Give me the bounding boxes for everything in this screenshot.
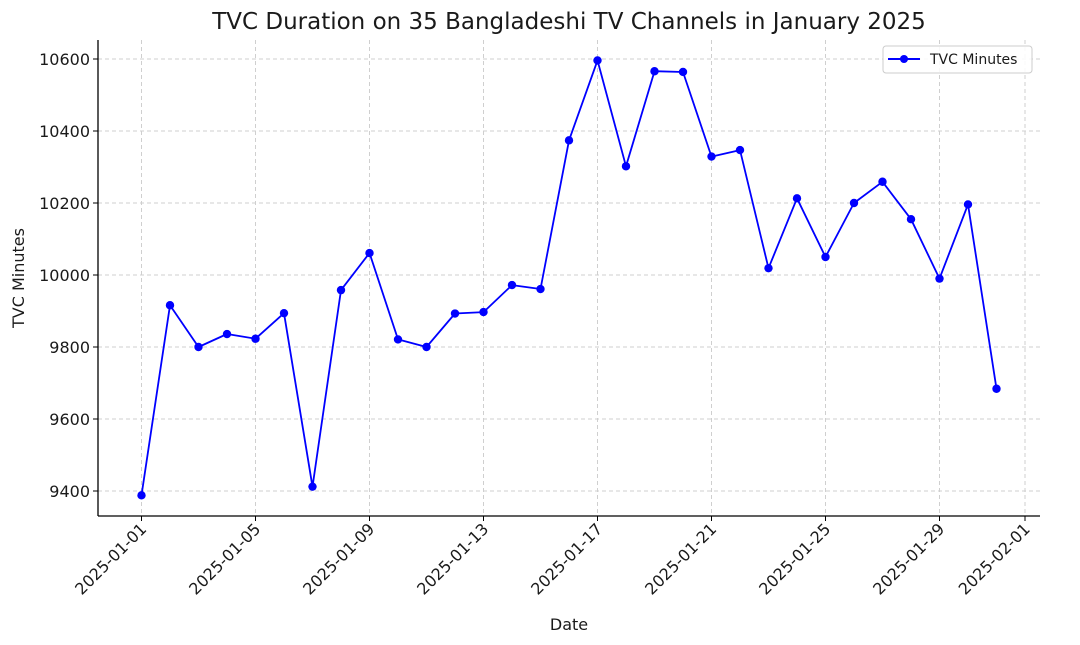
grid-lines <box>98 40 1040 516</box>
data-point-marker <box>507 280 517 290</box>
data-point-marker <box>849 198 859 208</box>
x-axis-label: Date <box>550 615 588 634</box>
y-tick-label: 9600 <box>49 410 90 429</box>
data-point-marker <box>821 252 830 262</box>
data-point-marker <box>194 342 203 352</box>
data-point-marker <box>963 200 973 209</box>
data-point-marker <box>678 67 688 77</box>
y-tick-label: 9800 <box>49 338 90 357</box>
data-point-marker <box>137 491 146 500</box>
data-point-marker <box>536 284 545 294</box>
data-point-marker <box>593 56 602 65</box>
x-tick-label: 2025-01-25 <box>755 519 834 598</box>
data-point-marker <box>279 308 289 318</box>
data-point-marker <box>764 263 773 273</box>
data-point-marker <box>564 136 574 145</box>
data-point-marker <box>621 162 631 171</box>
data-point-marker <box>222 329 232 339</box>
chart-title: TVC Duration on 35 Bangladeshi TV Channe… <box>211 9 926 35</box>
legend-box <box>882 45 1033 74</box>
x-tick-label: 2025-01-05 <box>185 519 264 598</box>
y-axis-label: TVC Minutes <box>9 228 28 329</box>
x-tick-label: 2025-01-09 <box>299 519 378 598</box>
data-point-marker <box>422 342 431 352</box>
data-point-marker <box>165 301 175 310</box>
data-point-marker <box>878 177 887 186</box>
data-point-marker <box>365 248 374 258</box>
data-point-marker <box>393 335 403 344</box>
y-tick-label: 10000 <box>39 266 90 285</box>
data-point-marker <box>251 334 260 343</box>
y-tick-label: 10200 <box>39 194 90 213</box>
y-tick-label: 9400 <box>49 482 90 501</box>
data-point-marker <box>935 274 944 283</box>
legend-marker-icon <box>900 55 908 63</box>
x-tick-label: 2025-01-13 <box>413 519 492 598</box>
legend: TVC Minutes <box>882 45 1033 74</box>
data-point-marker <box>650 67 659 76</box>
data-point-marker <box>735 145 745 155</box>
data-series <box>137 56 1001 500</box>
y-tick-label: 10600 <box>39 50 90 69</box>
data-point-marker <box>450 309 460 318</box>
axes-spines <box>97 40 1040 517</box>
data-point-marker <box>336 285 346 295</box>
series-line <box>140 59 998 496</box>
x-tick-label: 2025-01-21 <box>641 519 720 598</box>
x-tick-label: 2025-01-01 <box>71 519 150 598</box>
x-tick-label: 2025-02-01 <box>955 519 1034 598</box>
data-point-marker <box>906 215 916 224</box>
x-tick-label: 2025-01-29 <box>869 519 948 598</box>
x-axis-ticks: 2025-01-01 2025-01-05 2025-01-09 2025-01-13… <box>71 516 1034 599</box>
data-point-marker <box>707 152 716 161</box>
legend-label: TVC Minutes <box>929 52 1017 68</box>
data-point-marker <box>992 384 1001 393</box>
y-axis-ticks: 9400 9600 9800 10000 10200 10400 10600 <box>39 50 98 501</box>
data-point-marker <box>308 482 317 491</box>
data-point-marker <box>792 194 802 203</box>
x-tick-label: 2025-01-17 <box>527 519 606 598</box>
data-point-marker <box>479 307 488 317</box>
y-tick-label: 10400 <box>39 122 90 141</box>
